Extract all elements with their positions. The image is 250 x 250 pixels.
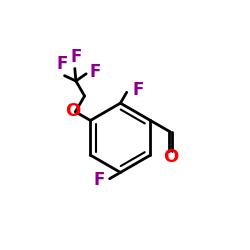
Text: F: F	[94, 171, 105, 189]
Text: F: F	[89, 63, 101, 81]
Text: F: F	[70, 48, 82, 66]
Text: O: O	[163, 148, 178, 166]
Text: O: O	[65, 102, 80, 120]
Text: F: F	[56, 55, 68, 73]
Text: F: F	[132, 82, 144, 100]
